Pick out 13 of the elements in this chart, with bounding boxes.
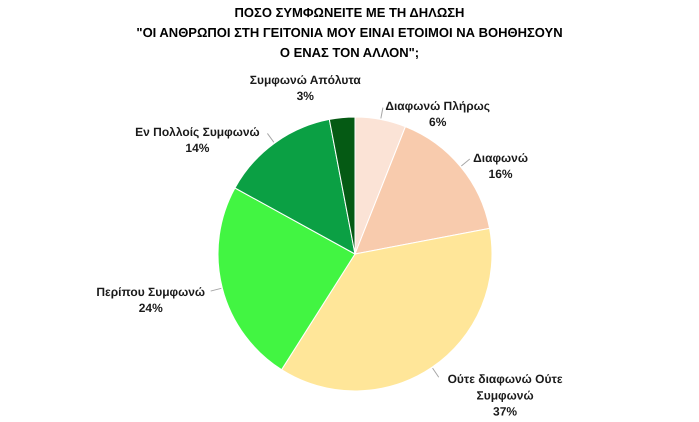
slice-label: Εν Πολλοίς Συμφωνώ <box>135 125 260 140</box>
data-label: 3% <box>296 89 314 104</box>
data-label: 6% <box>429 115 447 130</box>
slice-label: Διαφωνώ Πλήρως <box>385 98 490 113</box>
slice-label: Συμφωνώ Απόλυτα <box>250 72 362 87</box>
slice-label: Περίπου Συμφωνώ <box>96 284 206 299</box>
data-label: 14% <box>185 141 210 156</box>
slice-label: Ούτε διαφωνώ Ούτε Συμφωνώ <box>448 372 563 402</box>
slice-label: Διαφωνώ <box>473 150 528 165</box>
data-label: 16% <box>488 167 513 182</box>
data-label: 24% <box>138 300 164 315</box>
chart-title: ΠΟΣΟ ΣΥΜΦΩΝΕΙΤΕ ΜΕ ΤΗ ΔΗΛΩΣΗ "ΟΙ ΑΝΘΡΩΠΟΙ ΣΤΗ ΓΕΙΤΟΝΙΑ ΜΟΥ ΕΙΝΑΙ ΕΤΟΙΜΟΙ ΝΑ ΒΟΗΘΗΣΟΥΝ Ο ΕΝΑΣ ΤΟΝ ΑΛΛΟΝ"; <box>135 4 564 62</box>
data-label: 37% <box>493 404 518 418</box>
